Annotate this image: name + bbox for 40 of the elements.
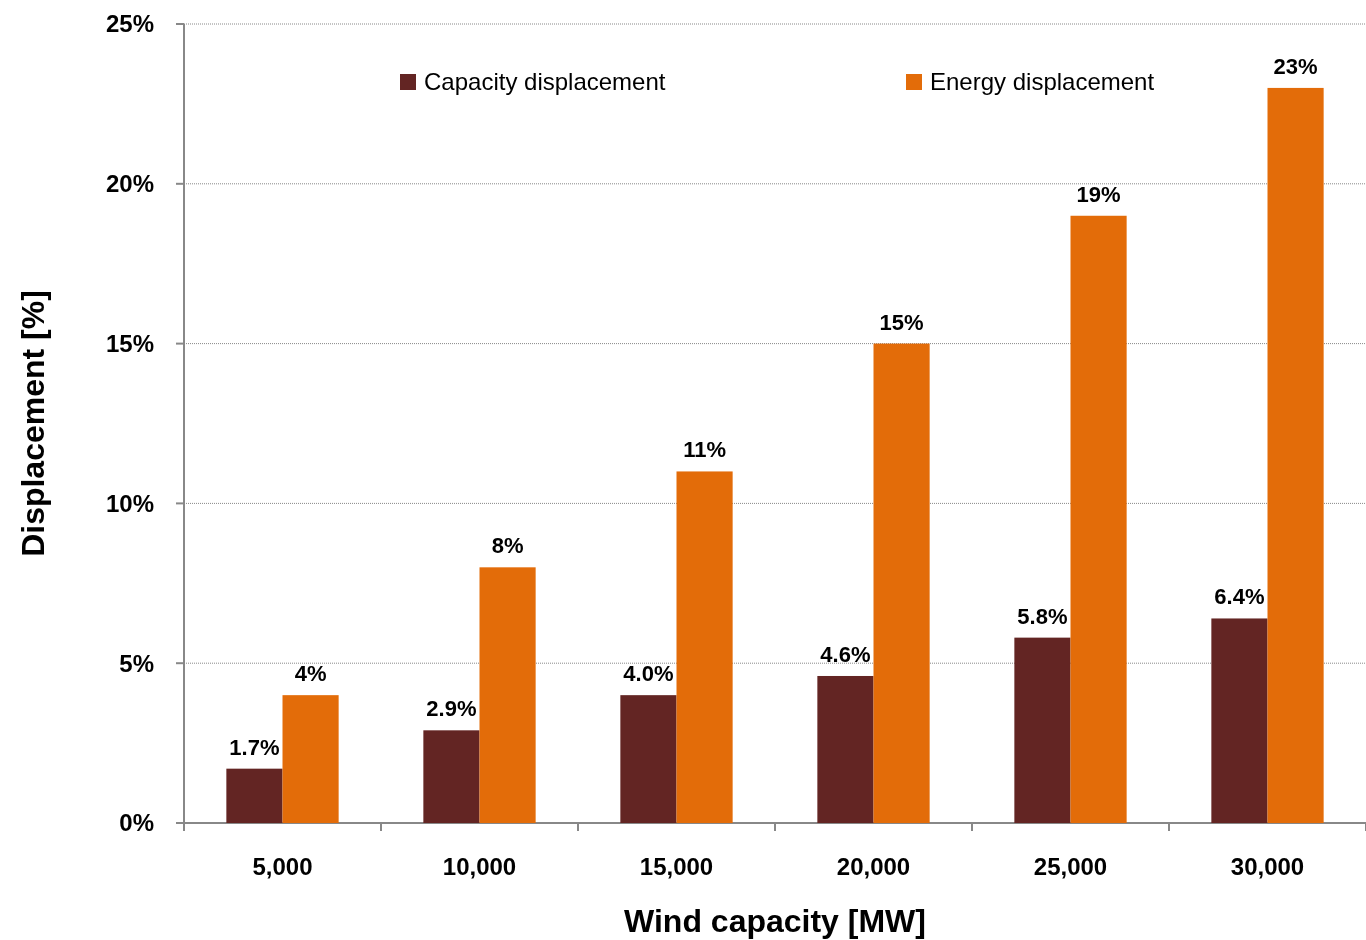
bar bbox=[1267, 87, 1324, 823]
y-tick-label: 20% bbox=[105, 170, 154, 198]
data-label: 6.4% bbox=[1214, 584, 1265, 610]
bar bbox=[479, 567, 536, 823]
x-tick-label: 20,000 bbox=[836, 853, 911, 880]
data-label: 1.7% bbox=[229, 734, 280, 760]
data-label: 5.8% bbox=[1017, 603, 1068, 629]
bar bbox=[1070, 215, 1127, 823]
data-label: 8% bbox=[491, 533, 524, 559]
y-axis-title: Displacement [%] bbox=[15, 290, 51, 557]
bar bbox=[1014, 637, 1071, 823]
bar bbox=[620, 695, 677, 823]
data-label: 19% bbox=[1076, 181, 1121, 207]
data-label: 4% bbox=[294, 661, 327, 687]
bar bbox=[226, 768, 283, 823]
data-label: 23% bbox=[1273, 53, 1318, 79]
bar bbox=[282, 695, 339, 823]
data-label: 4.6% bbox=[820, 641, 871, 667]
y-tick-label: 0% bbox=[119, 809, 154, 837]
x-tick-label: 15,000 bbox=[639, 853, 714, 880]
y-tick-label: 15% bbox=[105, 330, 154, 357]
data-label: 4.0% bbox=[623, 661, 674, 687]
x-tick-label: 10,000 bbox=[442, 853, 517, 880]
legend-label: Energy displacement bbox=[930, 68, 1155, 96]
bar bbox=[817, 675, 874, 823]
data-label: 2.9% bbox=[426, 696, 477, 722]
data-label: 15% bbox=[879, 309, 924, 335]
y-tick-label: 10% bbox=[105, 489, 154, 517]
bar bbox=[676, 471, 733, 823]
bar bbox=[1211, 618, 1268, 823]
x-tick-label: 25,000 bbox=[1033, 853, 1108, 880]
bar bbox=[423, 730, 480, 823]
x-tick-label: 5,000 bbox=[252, 853, 313, 880]
legend-label: Capacity displacement bbox=[424, 68, 666, 96]
data-label: 11% bbox=[683, 437, 726, 463]
x-axis-title: Wind capacity [MW] bbox=[624, 903, 926, 939]
bar bbox=[873, 343, 930, 823]
y-tick-label: 25% bbox=[105, 10, 154, 38]
y-tick-label: 5% bbox=[119, 649, 154, 677]
x-tick-label: 30,000 bbox=[1230, 853, 1305, 880]
